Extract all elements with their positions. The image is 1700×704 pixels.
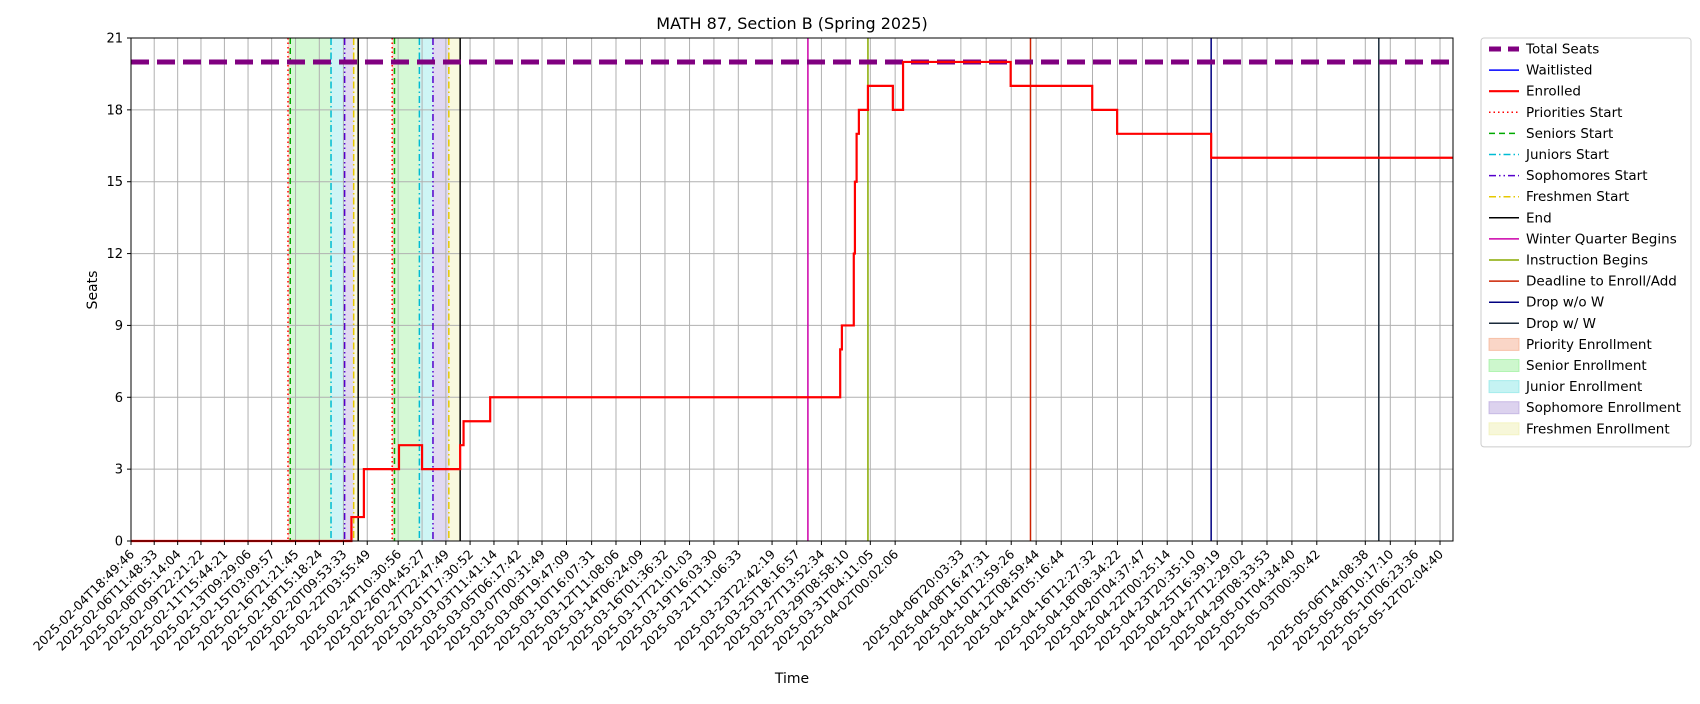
legend-label: Instruction Begins [1526, 253, 1648, 269]
legend-label: Deadline to Enroll/Add [1526, 274, 1677, 290]
series-line [131, 60, 1453, 543]
y-tick-label: 15 [106, 175, 123, 190]
legend-swatch [1488, 380, 1520, 394]
shaded-window [419, 38, 433, 541]
shaded-window [353, 38, 359, 541]
y-axis-label: Seats [85, 271, 101, 310]
y-tick-label: 3 [115, 463, 123, 478]
legend-label: Drop w/o W [1526, 295, 1604, 311]
legend-label: Juniors Start [1525, 147, 1609, 163]
shaded-window [344, 38, 354, 541]
plot-background [131, 38, 1453, 541]
legend-label: Freshmen Start [1526, 189, 1629, 205]
y-tick-label: 12 [106, 247, 123, 262]
legend-swatch [1488, 401, 1520, 415]
plot-area: 0369121518212025-02-04T18:49:462025-02-0… [30, 32, 1454, 654]
legend-label: Total Seats [1525, 42, 1599, 58]
legend-label: Priorities Start [1526, 105, 1622, 121]
shaded-window [448, 38, 461, 541]
y-tick-label: 9 [115, 319, 123, 334]
legend-label: Junior Enrollment [1525, 379, 1642, 395]
legend-label: Winter Quarter Begins [1526, 231, 1677, 247]
axes-frame [130, 37, 1454, 542]
legend-label: Sophomore Enrollment [1526, 400, 1681, 416]
legend-label: End [1526, 210, 1552, 226]
y-tick-label: 18 [106, 103, 123, 118]
legend-label: Waitlisted [1526, 63, 1593, 79]
y-tick-label: 0 [115, 535, 123, 550]
legend: Total Seats Waitlisted Enrolled Priorities … [1480, 37, 1692, 448]
legend-swatch [1488, 422, 1520, 436]
legend-label: Sophomores Start [1526, 168, 1648, 184]
x-axis-label: Time [774, 671, 809, 687]
legend-label: Priority Enrollment [1526, 337, 1652, 353]
legend-box [1480, 37, 1692, 448]
legend-label: Seniors Start [1526, 126, 1613, 142]
shaded-window [432, 38, 449, 541]
legend-label: Senior Enrollment [1526, 358, 1647, 374]
y-tick-label: 21 [106, 32, 123, 47]
legend-swatch [1488, 337, 1520, 351]
x-tick-label: 2025-05-10T06:23:36 [1314, 546, 1421, 653]
shaded-window [331, 38, 345, 541]
chart-title: MATH 87, Section B (Spring 2025) [656, 14, 927, 33]
legend-label: Freshmen Enrollment [1526, 421, 1670, 437]
legend-swatch [1488, 359, 1520, 372]
y-tick-label: 6 [115, 391, 123, 406]
shaded-window [290, 38, 332, 541]
legend-label: Enrolled [1526, 84, 1581, 100]
shaded-window [287, 38, 291, 541]
shaded-window [392, 38, 395, 541]
legend-label: Drop w/ W [1526, 316, 1596, 332]
